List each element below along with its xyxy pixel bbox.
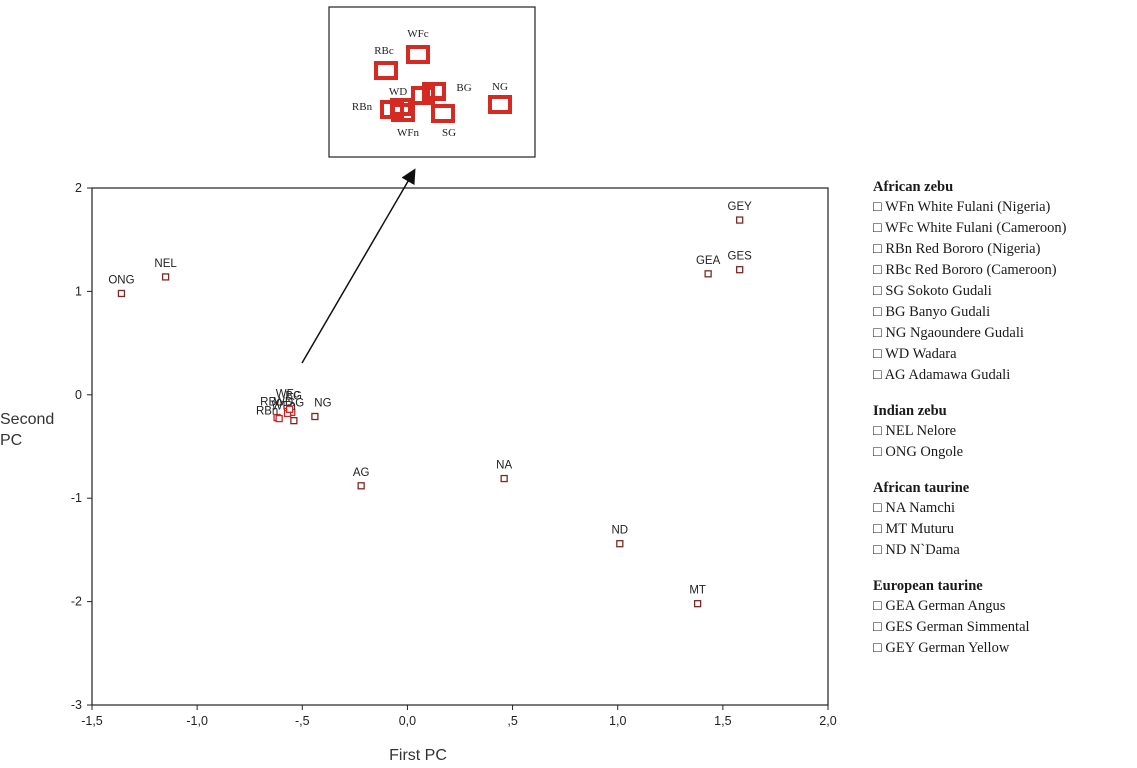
y-tick-label: 2 (75, 181, 82, 195)
data-point-bg (286, 405, 294, 413)
inset-point-overlap (390, 98, 412, 116)
legend-item: □ RBn Red Bororo (Nigeria) (873, 241, 1041, 257)
data-point-nd (616, 540, 624, 548)
point-label-ng: NG (314, 398, 331, 410)
data-point-gey (736, 216, 744, 224)
data-point-ong (117, 289, 126, 298)
inset-label-rbn: RBn (352, 101, 373, 113)
x-tick-label: ,5 (507, 714, 517, 728)
x-tick-label: 1,0 (609, 714, 626, 728)
legend-group: African zebu □ WFn White Fulani (Nigeria)… (873, 177, 1135, 386)
legend-group: Indian zebu □ NEL Nelore □ ONG Ongole (873, 401, 1135, 463)
legend-item: □ MT Muturu (873, 521, 954, 537)
legend-item: □ SG Sokoto Gudali (873, 283, 992, 299)
legend-group-title: European taurine (873, 578, 983, 594)
point-label-ag: AG (353, 467, 370, 479)
point-label-rbn: RBn (256, 406, 278, 418)
data-point-nel (161, 273, 170, 281)
x-tick-label: -1,5 (81, 714, 103, 728)
inset-label-wfc: WFc (407, 28, 429, 40)
legend-group: African taurine □ NA Namchi □ MT Muturu □ N… (873, 478, 1135, 561)
y-tick-label: -3 (71, 698, 82, 712)
inset-label-wd: WD (389, 86, 407, 98)
data-point-mt (693, 600, 702, 608)
legend-item: □ WD Wadara (873, 346, 957, 362)
legend-item: □ BG Banyo Gudali (873, 304, 991, 320)
legend-item: □ ONG Ongole (873, 444, 964, 460)
zoom-inset: WFc RBc BG NG WD RBn WFn SG (328, 6, 536, 158)
legend-item: □ NG Ngaoundere Gudali (873, 325, 1024, 341)
x-tick-label: 2,0 (819, 714, 836, 728)
point-label-ong: ONG (108, 274, 134, 286)
x-tick-label: 1,5 (714, 714, 731, 728)
legend-item: □ WFc White Fulani (Cameroon) (873, 220, 1067, 236)
inset-point-ng (488, 95, 512, 114)
legend-item: □ NEL Nelore (873, 423, 957, 439)
inset-label-rbc: RBc (374, 45, 394, 57)
legend-group: European taurine □ GEA German Angus □ GES … (873, 576, 1135, 659)
legend-item: □ GES German Simmental (873, 619, 1030, 635)
inset-point-wd (411, 86, 435, 105)
legend-item: □ WFn White Fulani (Nigeria) (873, 199, 1051, 215)
y-tick-label: -1 (71, 491, 82, 505)
data-point-ng (311, 412, 319, 421)
x-tick-label: 0,0 (399, 714, 416, 728)
inset-point-rbc (374, 61, 398, 80)
inset-label-ng: NG (492, 81, 508, 93)
inset-point-sg (431, 104, 455, 123)
plot-area (91, 187, 829, 706)
zoom-arrow (301, 168, 416, 364)
data-point-gea (704, 270, 712, 278)
inset-label-wfn: WFn (397, 127, 420, 139)
data-point-rbn (275, 414, 283, 423)
x-axis-title: First PC (389, 747, 447, 764)
x-axis-ticks: -1,5 -1,0 -,5 0,0 ,5 1,0 1,5 2,0 (81, 705, 837, 728)
inset-point-overlap (426, 82, 446, 100)
point-label-ges: GES (728, 251, 753, 263)
x-tick-label: -1,0 (186, 714, 208, 728)
pca-scatter-chart: -1,5 -1,0 -,5 0,0 ,5 1,0 1,5 2,0 2 1 0 -1 -2 -3 ONG N… (0, 6, 837, 764)
legend-item: □ NA Namchi (873, 500, 956, 516)
point-label-bg: BG (285, 390, 302, 402)
point-label-gey: GEY (728, 201, 753, 213)
point-label-wfc: WFc (276, 388, 300, 400)
data-point-na (500, 474, 508, 483)
point-label-mt: MT (689, 585, 706, 597)
point-label-rbc: RBc (260, 397, 282, 409)
y-axis-ticks: 2 1 0 -1 -2 -3 (71, 181, 92, 712)
x-tick-label: -,5 (295, 714, 310, 728)
y-tick-label: -2 (71, 595, 82, 609)
y-axis-title-line1: Second (0, 411, 54, 428)
y-tick-label: 0 (75, 388, 82, 402)
point-label-na: NA (496, 460, 512, 472)
legend-item: □ AG Adamawa Gudali (873, 367, 1011, 383)
point-label-gea: GEA (696, 255, 721, 267)
legend-item: □ GEY German Yellow (873, 640, 1010, 656)
y-axis-title-line2: PC (0, 432, 22, 449)
legend-item: □ RBc Red Bororo (Cameroon) (873, 262, 1057, 278)
inset-label-sg: SG (442, 127, 456, 139)
data-point-sg (290, 416, 298, 425)
inset-label-bg: BG (456, 82, 471, 94)
legend-group-title: African taurine (873, 480, 970, 496)
legend-item: □ ND N`Dama (873, 542, 960, 558)
legend-group-title: Indian zebu (873, 403, 947, 419)
inset-point-wfc (406, 45, 430, 64)
point-label-wd: WD (274, 396, 293, 408)
point-label-nel: NEL (154, 258, 177, 270)
legend: African zebu □ WFn White Fulani (Nigeria)… (873, 177, 1135, 674)
legend-item: □ GEA German Angus (873, 598, 1006, 614)
data-point-ges (736, 266, 744, 274)
legend-group-title: African zebu (873, 179, 954, 195)
point-label-nd: ND (612, 525, 629, 537)
data-point-ag (357, 482, 365, 490)
y-tick-label: 1 (75, 284, 82, 298)
